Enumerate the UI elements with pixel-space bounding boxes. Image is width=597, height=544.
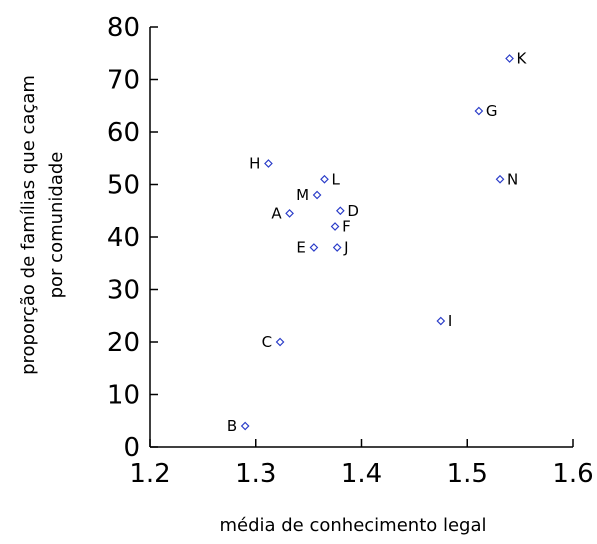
plot-area: 1.2 1.3 1.4 1.5 1.6 0 10 20 30 40 50 60 70 80 K G N H L M…: [107, 13, 594, 489]
x-ticks: 1.2 1.3 1.4 1.5 1.6: [129, 439, 594, 489]
data-point-h: [264, 159, 273, 168]
data-point-c: [275, 337, 285, 347]
y-tick-label: 40: [107, 223, 140, 253]
data-points: K G N H L MA DF E J I C B: [227, 50, 528, 436]
data-label-d: D: [347, 202, 359, 220]
data-label-i: I: [448, 312, 452, 330]
data-label-k: K: [517, 50, 528, 68]
data-point-b: [240, 421, 250, 431]
y-tick-label: 60: [107, 118, 140, 148]
data-point-e: [309, 243, 319, 252]
y-axis-label-line-2: por comunidade: [46, 152, 67, 299]
x-axis-label: média de conhecimento legal: [219, 515, 486, 536]
data-point-n: [495, 174, 505, 184]
data-label-l: L: [331, 170, 340, 188]
data-label-m: M: [296, 186, 309, 204]
y-tick-label: 20: [107, 328, 140, 358]
y-tick-label: 10: [107, 381, 140, 411]
data-point-j: [332, 243, 342, 252]
data-point-l: [320, 174, 329, 184]
data-point-a: [285, 209, 294, 218]
data-point-f: [330, 222, 340, 231]
data-label-n: N: [507, 170, 518, 188]
y-tick-label: 80: [107, 13, 140, 43]
y-tick-label: 30: [107, 276, 140, 306]
y-tick-label: 50: [107, 171, 140, 201]
x-tick-label: 1.3: [235, 459, 276, 489]
x-tick-label: 1.5: [447, 459, 488, 489]
data-point-d: [336, 206, 345, 216]
data-label-g: G: [486, 102, 498, 120]
data-point-k: [505, 54, 514, 63]
data-label-h: H: [249, 155, 260, 173]
data-label-a: A: [271, 204, 282, 222]
data-point-g: [474, 106, 484, 116]
data-label-f: F: [342, 218, 351, 236]
data-label-c: C: [262, 333, 272, 351]
y-tick-label: 0: [123, 433, 140, 463]
y-ticks: 0 10 20 30 40 50 60 70 80: [107, 13, 158, 463]
y-axis-label-line-1: proporção de famílias que caçam: [18, 75, 39, 375]
y-tick-label: 70: [107, 66, 140, 96]
data-label-b: B: [227, 417, 237, 435]
data-label-e: E: [296, 239, 305, 257]
x-tick-label: 1.4: [341, 459, 382, 489]
data-point-i: [436, 316, 446, 326]
x-tick-label: 1.6: [552, 459, 593, 489]
x-tick-label: 1.2: [129, 459, 170, 489]
data-label-j: J: [343, 239, 348, 257]
data-point-m: [312, 190, 322, 200]
